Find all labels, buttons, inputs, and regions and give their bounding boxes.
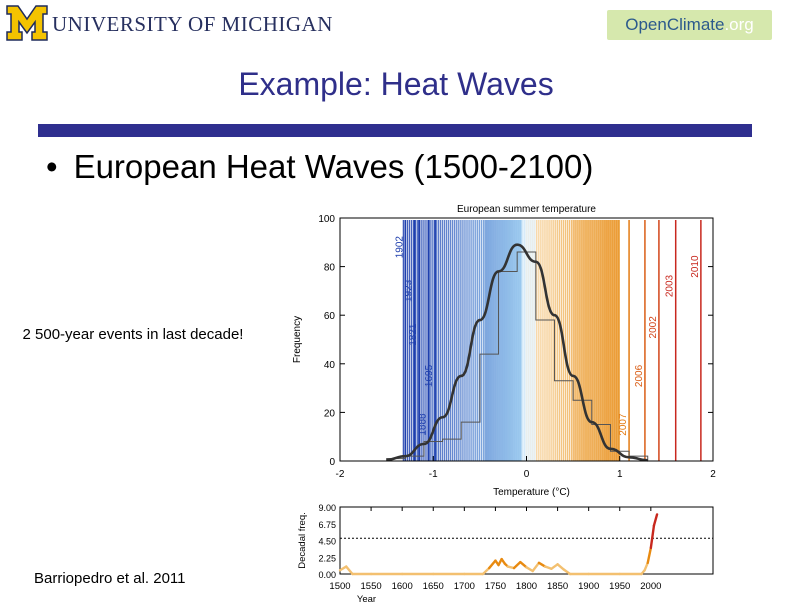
bullet-point: • European Heat Waves (1500-2100) <box>46 148 593 186</box>
ts-x-tick-label: 2000 <box>640 581 661 592</box>
ts-y-axis-label: Decadal freq. <box>297 512 308 569</box>
year-label-1923: 1923 <box>404 279 415 302</box>
ts-x-axis-label: Year <box>357 594 376 605</box>
openclimate-logo: Open Climate .org <box>607 10 772 40</box>
year-label-2007: 2007 <box>618 413 629 436</box>
ts-segment <box>562 568 572 576</box>
ts-segment <box>345 565 354 576</box>
ts-x-tick-label: 1600 <box>392 581 413 592</box>
block-m-icon <box>6 5 48 41</box>
logo-org-text: .org <box>724 15 754 34</box>
citation: Barriopedro et al. 2011 <box>34 570 186 587</box>
ts-segment <box>646 546 653 565</box>
x-tick-label: -1 <box>429 469 438 480</box>
ts-x-tick-label: 1550 <box>361 581 382 592</box>
ts-segment <box>649 524 656 550</box>
ts-segment <box>338 565 348 572</box>
ts-segment <box>550 563 559 570</box>
y-tick-label: 100 <box>318 214 335 225</box>
ts-x-tick-label: 1850 <box>547 581 568 592</box>
x-tick-label: 0 <box>524 469 530 480</box>
year-label-1695: 1695 <box>424 364 435 387</box>
ts-segment <box>652 513 659 527</box>
ts-x-tick-label: 1950 <box>609 581 630 592</box>
ts-x-tick-label: 1650 <box>423 581 444 592</box>
ts-y-tick-label: 9.00 <box>318 503 336 513</box>
bullet-marker: • <box>46 148 58 185</box>
ts-segment <box>488 559 497 570</box>
year-label-2010: 2010 <box>690 255 701 278</box>
logo-open-text: Open <box>625 15 667 34</box>
ts-segment <box>531 561 541 573</box>
ts-segment <box>525 566 534 573</box>
ts-y-tick-label: 6.75 <box>318 520 336 530</box>
center-band <box>521 220 536 461</box>
logo-climate-text: Climate <box>666 15 725 34</box>
ts-segment <box>512 560 522 570</box>
fitted-curve <box>386 243 648 462</box>
y-tick-label: 40 <box>324 360 336 371</box>
title-divider <box>38 124 752 137</box>
annotation-note: 2 500-year events in last decade! <box>22 326 244 343</box>
ts-segment <box>481 566 491 576</box>
ts-segment <box>519 560 528 569</box>
year-label-2002: 2002 <box>648 316 659 339</box>
ts-y-tick-label: 2.25 <box>318 553 336 563</box>
year-label-1902: 1902 <box>394 236 405 259</box>
x-tick-label: -2 <box>336 469 345 480</box>
ts-segment <box>556 563 565 571</box>
ts-segment <box>643 561 649 572</box>
ts-x-tick-label: 1750 <box>485 581 506 592</box>
ts-x-tick-label: 1800 <box>516 581 537 592</box>
ts-segment <box>537 561 547 568</box>
university-name: UNIVERSITY OF MICHIGAN <box>52 11 333 36</box>
year-label-1821: 1821 <box>408 323 419 346</box>
y-tick-label: 0 <box>329 457 335 468</box>
histogram-chart: 1888169519231821190220072006200220032010… <box>292 204 716 498</box>
year-label-1888: 1888 <box>418 413 429 436</box>
y-tick-label: 20 <box>324 408 336 419</box>
year-label-2006: 2006 <box>634 364 645 387</box>
ts-x-tick-label: 1700 <box>454 581 475 592</box>
slide-title: Example: Heat Waves <box>238 66 554 102</box>
year-label-2003: 2003 <box>665 274 676 297</box>
ts-y-tick-label: 4.50 <box>318 537 336 547</box>
y-tick-label: 60 <box>324 311 336 322</box>
chart-title: European summer temperature <box>457 204 596 215</box>
bullet-text: European Heat Waves (1500-2100) <box>73 148 594 185</box>
x-axis-label: Temperature (°C) <box>493 487 570 498</box>
x-tick-label: 2 <box>710 469 716 480</box>
y-tick-label: 80 <box>324 263 336 274</box>
ts-x-tick-label: 1900 <box>578 581 599 592</box>
ts-y-tick-label: 0.00 <box>318 570 336 580</box>
y-axis-label: Frequency <box>292 316 303 363</box>
university-logo: UNIVERSITY OF MICHIGAN <box>6 4 333 42</box>
ts-x-tick-label: 1500 <box>329 581 350 592</box>
x-tick-label: 1 <box>617 469 623 480</box>
